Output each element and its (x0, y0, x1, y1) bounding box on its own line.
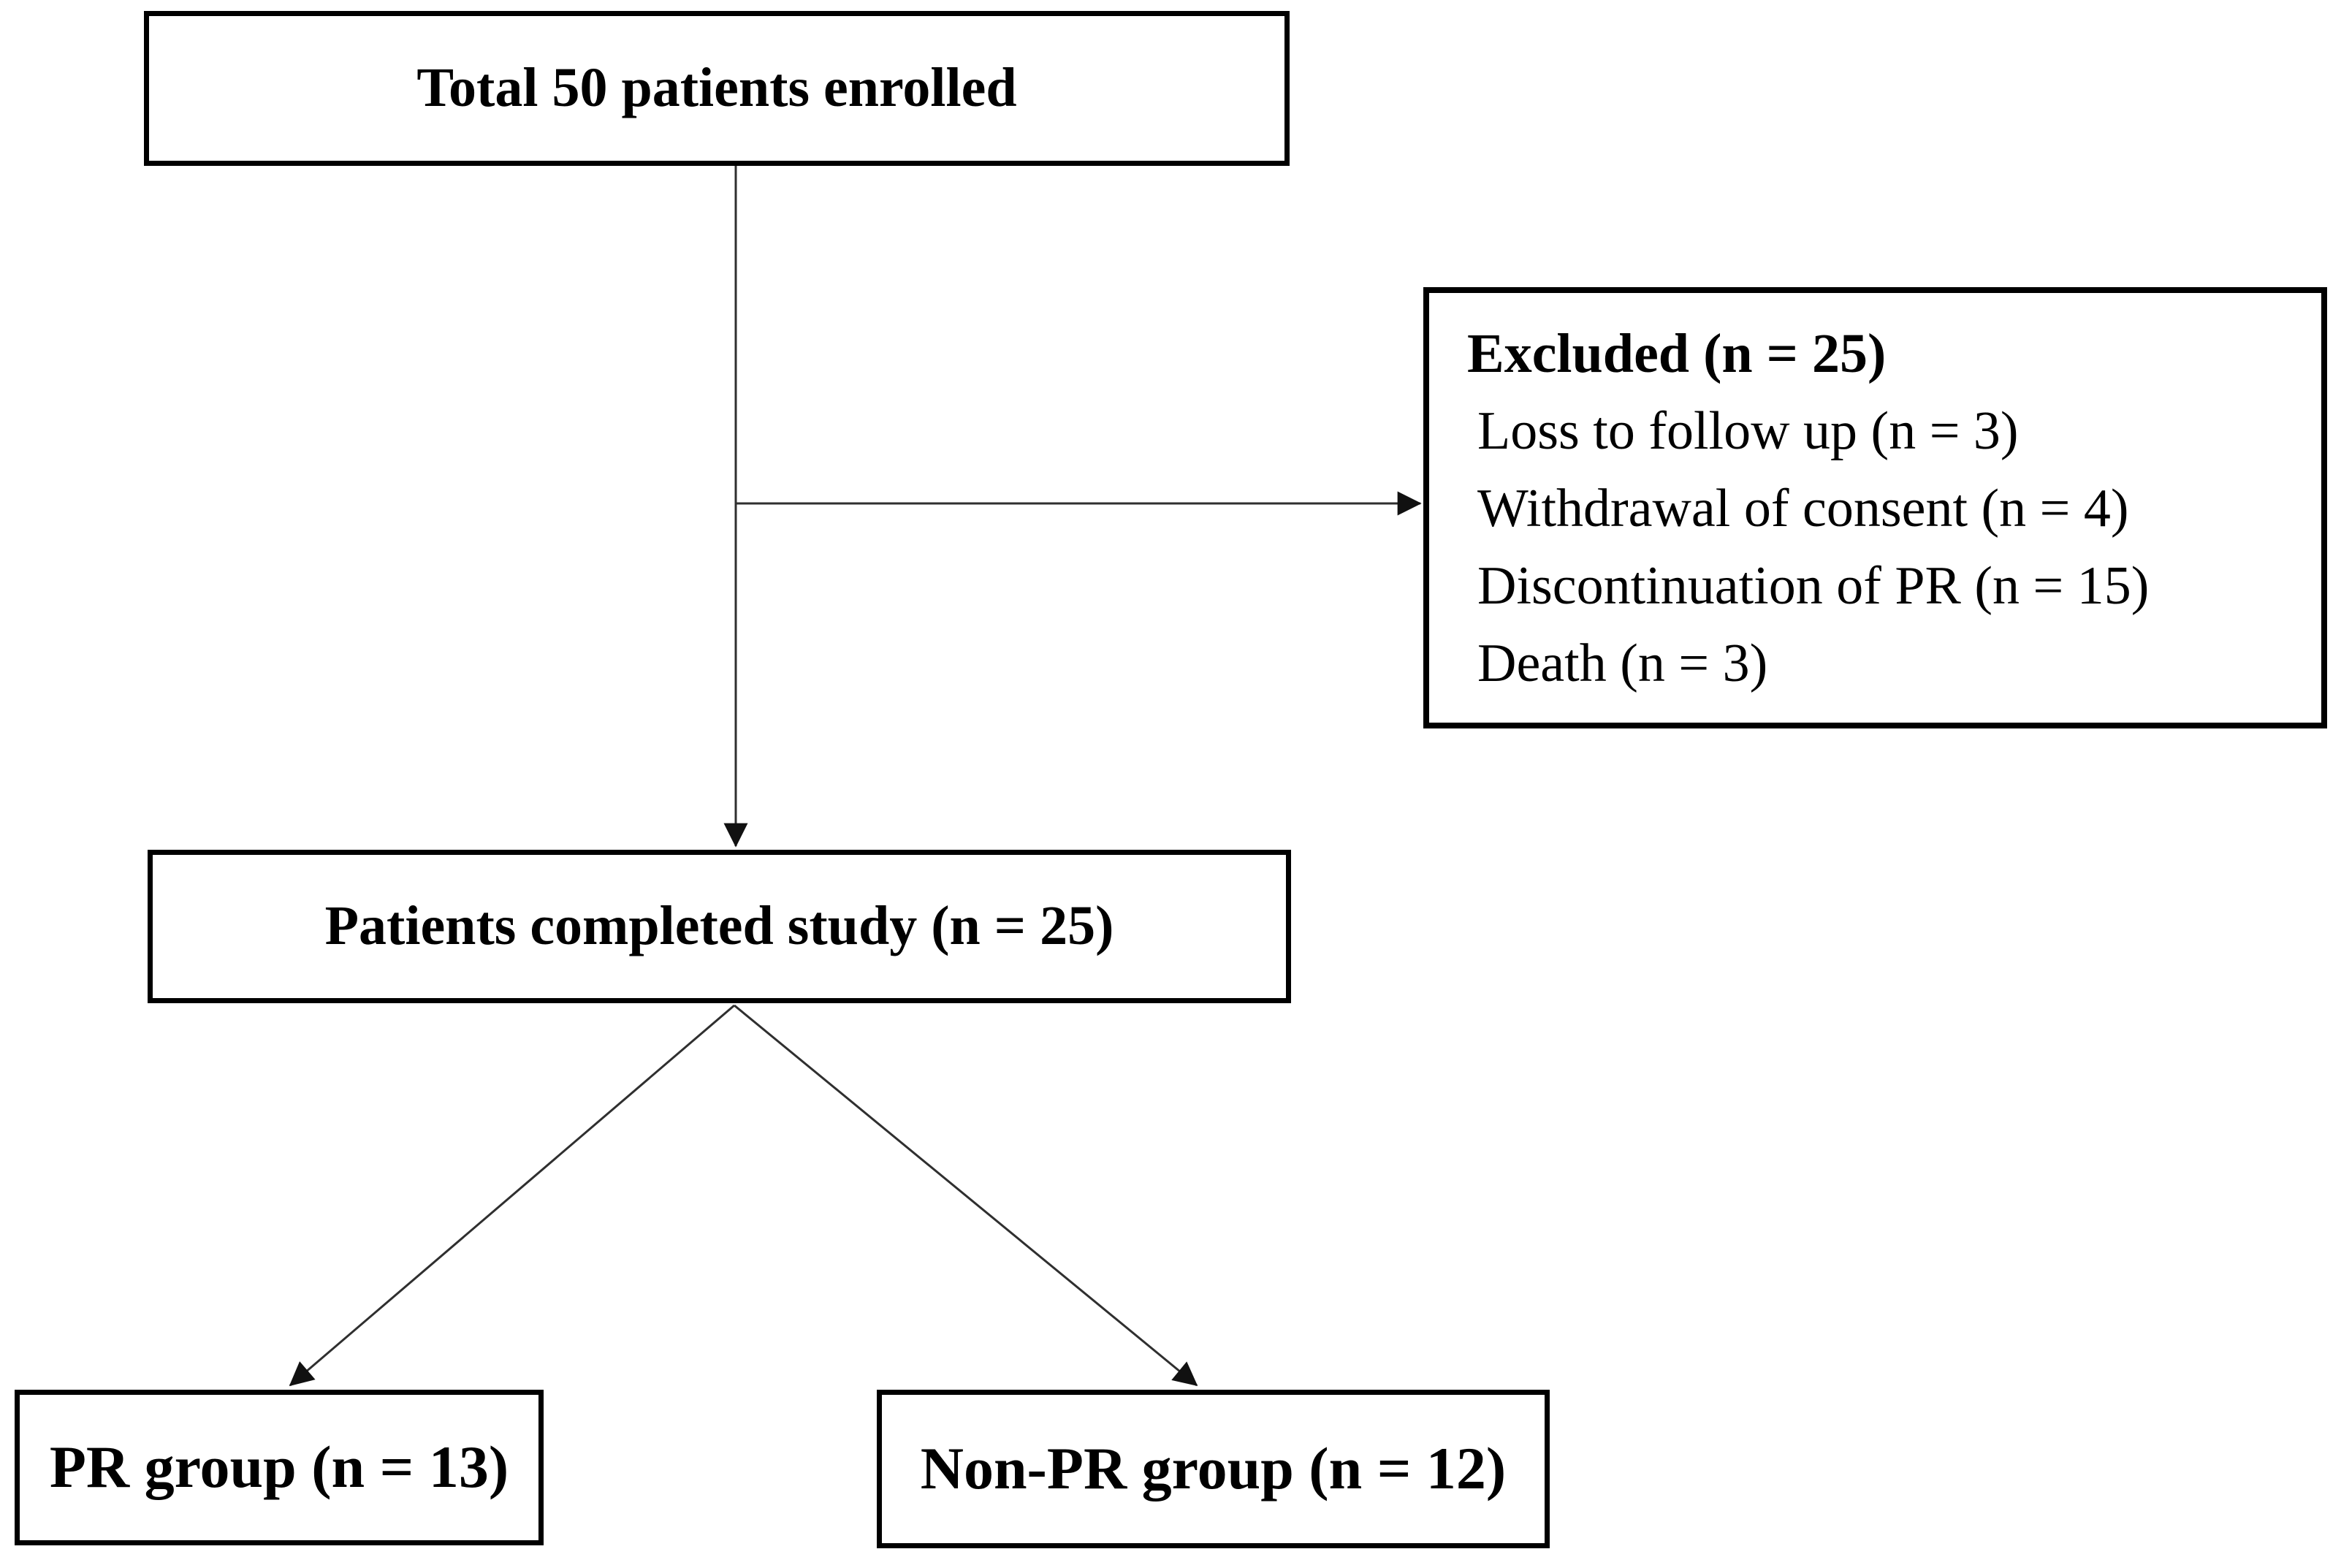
pr-group-box: PR group (n = 13) (15, 1390, 544, 1545)
excluded-box: Excluded (n = 25) Loss to follow up (n =… (1423, 287, 2327, 728)
excluded-item-loss-to-follow-up: Loss to follow up (n = 3) (1477, 401, 2019, 461)
pr-group-label: PR group (n = 13) (49, 1434, 509, 1501)
excluded-title: Excluded (n = 25) (1467, 323, 1887, 384)
completed-study-label: Patients completed study (n = 25) (324, 895, 1114, 957)
excluded-item-death: Death (n = 3) (1477, 633, 1768, 693)
arrow-completed-to-pr (289, 1004, 735, 1387)
excluded-item-discontinuation: Discontinuation of PR (n = 15) (1477, 556, 2150, 616)
enrolled-box: Total 50 patients enrolled (144, 11, 1290, 166)
arrow-completed-to-nonpr (734, 1004, 1198, 1387)
excluded-item-withdrawal: Withdrawal of consent (n = 4) (1477, 479, 2129, 538)
non-pr-group-box: Non-PR group (n = 12) (877, 1390, 1550, 1548)
non-pr-group-label: Non-PR group (n = 12) (920, 1435, 1507, 1502)
completed-study-box: Patients completed study (n = 25) (148, 850, 1291, 1003)
enrolled-label: Total 50 patients enrolled (416, 57, 1017, 119)
